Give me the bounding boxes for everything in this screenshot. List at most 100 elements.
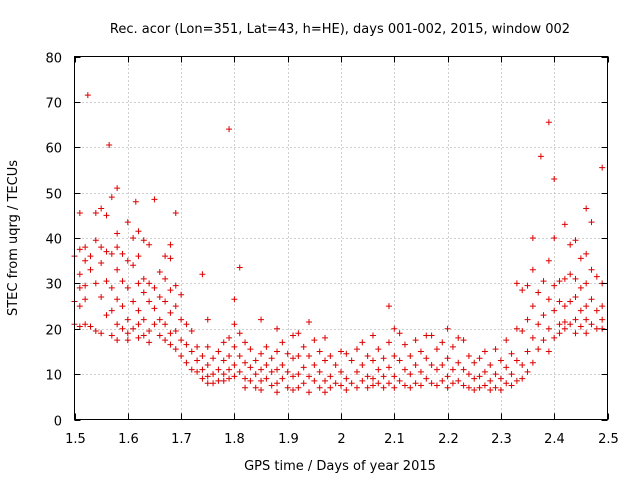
data-point <box>87 323 94 330</box>
data-point <box>444 355 451 362</box>
data-point <box>247 377 254 384</box>
data-point <box>236 264 243 271</box>
data-point <box>124 337 131 344</box>
x-tick-label: 1.5 <box>65 432 86 447</box>
data-point <box>210 355 217 362</box>
data-point <box>375 380 382 387</box>
axis-ticks <box>74 56 609 421</box>
data-point <box>290 355 297 362</box>
data-point <box>172 346 179 353</box>
data-point <box>460 382 467 389</box>
data-point <box>343 375 350 382</box>
y-tick-label: 10 <box>45 369 62 384</box>
data-point <box>519 375 526 382</box>
data-point <box>82 321 89 328</box>
data-point <box>540 278 547 285</box>
data-point <box>417 348 424 355</box>
data-point <box>369 382 376 389</box>
data-point <box>204 316 211 323</box>
data-point <box>194 357 201 364</box>
data-point <box>290 332 297 339</box>
data-point <box>588 266 595 273</box>
data-point <box>130 298 137 305</box>
grid-lines <box>74 56 608 420</box>
data-point <box>114 266 121 273</box>
data-point <box>545 119 552 126</box>
data-point <box>401 366 408 373</box>
data-point <box>567 241 574 248</box>
data-point <box>348 357 355 364</box>
data-point <box>412 380 419 387</box>
data-point <box>130 325 137 332</box>
data-point <box>391 325 398 332</box>
data-point <box>114 244 121 251</box>
data-point <box>231 321 238 328</box>
data-point <box>183 321 190 328</box>
data-point <box>146 241 153 248</box>
data-point <box>188 328 195 335</box>
data-point <box>492 371 499 378</box>
data-point <box>220 339 227 346</box>
data-point <box>535 321 542 328</box>
data-point <box>572 237 579 244</box>
data-point <box>114 185 121 192</box>
data-point <box>423 332 430 339</box>
data-point <box>151 284 158 291</box>
data-point <box>178 316 185 323</box>
data-point <box>263 343 270 350</box>
data-point <box>529 303 536 310</box>
data-point <box>487 387 494 394</box>
data-point <box>380 373 387 380</box>
data-point <box>583 250 590 257</box>
data-point <box>471 359 478 366</box>
data-point <box>364 352 371 359</box>
data-point <box>428 332 435 339</box>
data-point <box>385 303 392 310</box>
data-point <box>124 330 131 337</box>
data-point <box>92 328 99 335</box>
data-point <box>167 241 174 248</box>
data-point <box>540 337 547 344</box>
data-point <box>561 318 568 325</box>
data-point <box>551 176 558 183</box>
data-point <box>220 357 227 364</box>
data-point <box>471 387 478 394</box>
data-point <box>503 337 510 344</box>
data-point <box>524 282 531 289</box>
data-point <box>247 364 254 371</box>
data-point <box>183 359 190 366</box>
data-point <box>119 250 126 257</box>
data-point <box>391 384 398 391</box>
data-point <box>226 375 233 382</box>
data-point <box>599 325 606 332</box>
data-point <box>132 198 139 205</box>
data-point <box>87 253 94 260</box>
data-point <box>210 380 217 387</box>
data-point <box>449 380 456 387</box>
data-point <box>529 235 536 241</box>
x-tick-label: 1.9 <box>278 432 299 447</box>
data-point <box>332 380 339 387</box>
data-point <box>231 362 238 369</box>
data-point <box>231 373 238 380</box>
data-point <box>311 362 318 369</box>
data-point <box>183 341 190 348</box>
data-point <box>162 298 169 305</box>
x-tick-labels: 1.5 1.6 1.7 1.8 1.9 2 2.1 2.2 2.3 2.4 2.5 <box>65 432 619 447</box>
data-point <box>140 332 147 339</box>
data-point <box>140 316 147 323</box>
data-point <box>577 284 584 291</box>
data-point <box>306 373 313 380</box>
data-point <box>146 339 153 346</box>
data-point <box>114 321 121 328</box>
y-tick-labels: 0 10 20 30 40 50 60 70 80 <box>45 52 62 430</box>
data-point <box>545 325 552 332</box>
data-point <box>92 280 99 287</box>
data-point <box>82 282 89 289</box>
data-point <box>455 334 462 341</box>
data-point <box>178 337 185 344</box>
data-point <box>588 296 595 303</box>
data-point <box>284 368 291 375</box>
data-point <box>210 371 217 378</box>
data-point <box>497 387 504 394</box>
